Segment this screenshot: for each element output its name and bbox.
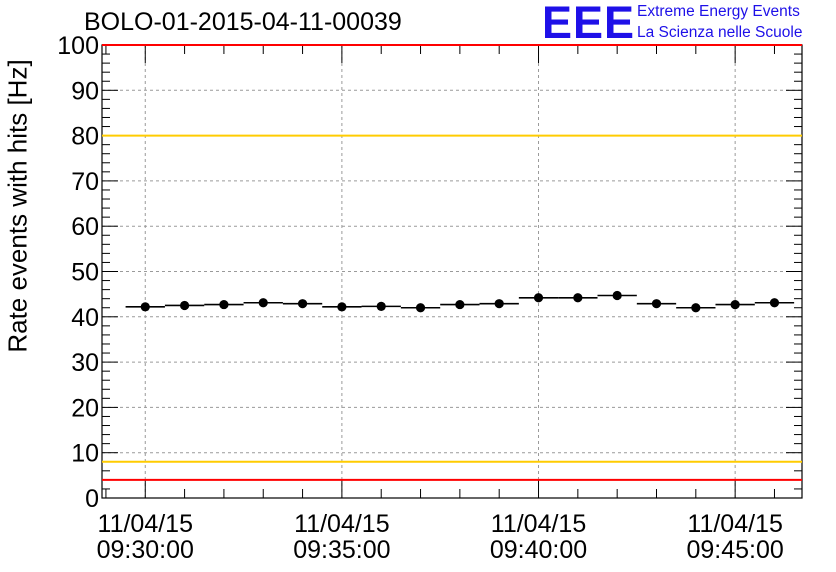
x-tick-label-time: 09:30:00 bbox=[97, 536, 194, 564]
data-point bbox=[730, 299, 740, 310]
y-tick-label: 20 bbox=[71, 394, 99, 422]
data-point bbox=[297, 299, 308, 309]
data-point bbox=[573, 293, 583, 303]
data-point bbox=[533, 293, 544, 303]
logo-line-2: La Scienza nelle Scuole bbox=[637, 24, 803, 41]
y-tick-label: 80 bbox=[71, 123, 99, 151]
y-tick-label: 0 bbox=[85, 485, 99, 513]
y-tick-label: 90 bbox=[71, 77, 99, 105]
data-point bbox=[612, 290, 622, 301]
x-tick-label-date: 11/04/15 bbox=[98, 510, 193, 538]
data-point bbox=[376, 301, 386, 311]
eee-logo-mark: EEE bbox=[542, 0, 636, 48]
x-tick-label-time: 09:40:00 bbox=[490, 536, 587, 564]
data-point bbox=[258, 298, 268, 308]
y-tick-label: 60 bbox=[71, 213, 99, 241]
data-point bbox=[219, 299, 229, 310]
chart-title: BOLO-01-2015-04-11-00039 bbox=[84, 8, 402, 36]
data-point bbox=[415, 303, 426, 313]
data-point bbox=[494, 299, 504, 309]
x-tick-label-date: 11/04/15 bbox=[294, 510, 389, 538]
data-point bbox=[651, 299, 662, 309]
x-tick-label-time: 09:35:00 bbox=[293, 536, 390, 564]
y-tick-label: 40 bbox=[71, 304, 99, 332]
x-tick-label-date: 11/04/15 bbox=[491, 510, 586, 538]
y-tick-label: 10 bbox=[71, 440, 99, 468]
data-point bbox=[691, 303, 701, 313]
data-point bbox=[140, 302, 150, 312]
y-tick-label: 100 bbox=[57, 32, 99, 60]
data-point bbox=[455, 299, 465, 310]
data-point bbox=[769, 298, 780, 308]
logo-line-1: Extreme Energy Events bbox=[637, 3, 800, 20]
data-point bbox=[337, 302, 347, 312]
y-axis-label: Rate events with hits [Hz] bbox=[2, 59, 33, 353]
x-tick-label-time: 09:45:00 bbox=[686, 536, 783, 564]
y-tick-label: 50 bbox=[71, 259, 99, 287]
data-point bbox=[179, 300, 190, 311]
y-tick-label: 70 bbox=[71, 168, 99, 196]
y-tick-label: 30 bbox=[71, 349, 99, 377]
x-tick-label-date: 11/04/15 bbox=[687, 510, 782, 538]
